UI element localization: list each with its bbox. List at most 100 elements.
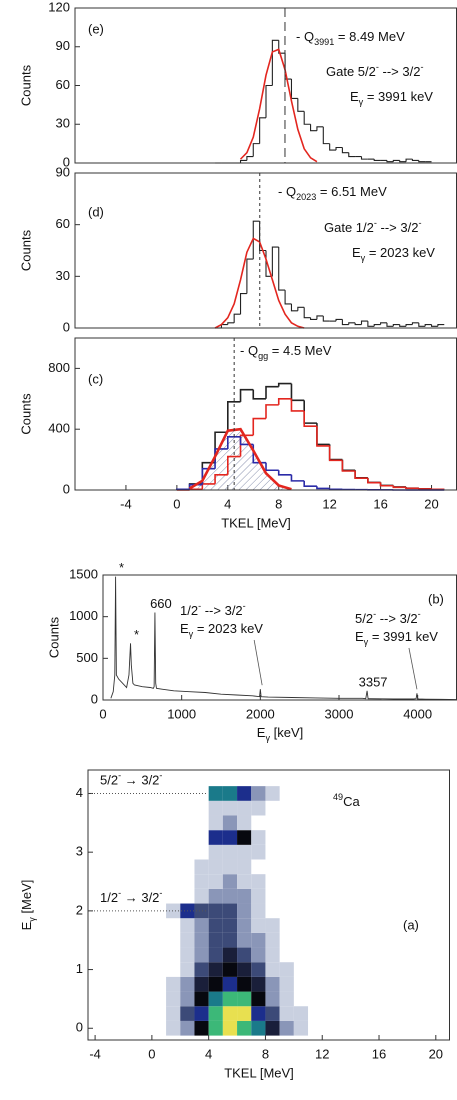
heatmap-cell [208, 815, 223, 831]
transition-label: Eγ = 3991 keV [355, 629, 438, 647]
heatmap-cell [293, 1020, 309, 1036]
heatmap-cell [166, 976, 181, 992]
heatmap-cell [237, 815, 252, 831]
histogram-bin [271, 39, 279, 86]
heatmap-cell [166, 991, 181, 1007]
heatmap-cell [208, 918, 223, 933]
histogram-bin [252, 220, 260, 260]
histogram-bin [246, 258, 254, 294]
histogram-bin [278, 247, 286, 291]
heatmap-cell [152, 1021, 166, 1036]
histogram-bin [303, 307, 311, 319]
heatmap-cell [166, 1020, 181, 1036]
heatmap-cell [237, 800, 252, 816]
heatmap-cell [279, 1020, 294, 1036]
heatmap-cell [265, 889, 279, 904]
heatmap-cell [294, 830, 308, 845]
heatmap-cell [265, 1006, 280, 1021]
heatmap-cell [251, 786, 266, 801]
heatmap-cell [251, 800, 266, 816]
y-axis-label: Counts [46, 616, 61, 658]
heatmap-cell [251, 1020, 266, 1036]
heatmap-cell [294, 860, 308, 875]
heatmap-cell [265, 1020, 280, 1036]
histogram-bin [316, 315, 324, 320]
text-part: - [159, 888, 162, 898]
histogram-bin [277, 382, 292, 387]
y-tick-label: 60 [56, 77, 70, 92]
y-tick-label: 0 [63, 154, 70, 169]
heatmap-cell [180, 918, 195, 933]
heatmap-cell [265, 918, 280, 933]
annotation: - Q3991 = 8.49 MeV [296, 29, 405, 47]
histogram-bin [329, 143, 337, 151]
text-part: = 2023 keV [193, 621, 263, 636]
heatmap-cell [194, 1020, 209, 1036]
histogram-bin [239, 293, 247, 315]
heatmap-cell [237, 903, 252, 919]
text-part: 1/2 [100, 890, 118, 905]
histogram-bin [392, 324, 400, 327]
x-tick-label: 4 [224, 496, 231, 511]
histogram-bin [265, 84, 273, 118]
histogram-bin [290, 79, 298, 99]
heatmap-cell [280, 904, 294, 919]
annotation: Eγ = 2023 keV [352, 245, 435, 263]
histogram-bin [380, 322, 387, 325]
histogram-bin [322, 315, 330, 322]
annotation: Gate 5/2- --> 3/2- [326, 62, 423, 79]
heatmap-cell [294, 801, 308, 816]
heatmap-cell [208, 786, 223, 801]
histogram-bin [227, 435, 241, 449]
text-part: Gate 5/2 [326, 64, 376, 79]
heatmap-cell [194, 932, 209, 948]
histogram-bin [379, 482, 394, 487]
y-tick-label: 4 [76, 785, 83, 800]
heatmap-cell [265, 815, 279, 830]
histogram-bin [417, 488, 432, 490]
heatmap-cell [222, 991, 238, 1007]
text-part: - [418, 609, 421, 619]
heatmap-cell [194, 991, 209, 1007]
heatmap-cell [166, 903, 181, 919]
y-tick-label: 90 [56, 38, 70, 53]
heatmap-cell [222, 786, 238, 801]
heatmap-cell [294, 918, 308, 933]
x-tick-label: 8 [275, 496, 282, 511]
heatmap-cell [208, 859, 223, 875]
histogram-bin [360, 156, 368, 160]
panel-label: (c) [88, 371, 103, 386]
y-tick-label: 30 [56, 116, 70, 131]
histogram-bin [399, 160, 407, 163]
heatmap-cell [180, 962, 195, 977]
heatmap-cell [152, 860, 166, 875]
heatmap-cell [293, 1006, 309, 1021]
heatmap-cell [237, 991, 252, 1007]
histogram-bin [239, 159, 247, 163]
heatmap-cell [294, 948, 308, 963]
heatmap-cell [208, 830, 223, 845]
histogram-bin [252, 417, 266, 436]
heatmap-cell [280, 860, 294, 875]
text-part: - [118, 771, 121, 781]
transition-label: Eγ = 2023 keV [180, 621, 263, 639]
heatmap-cell [152, 962, 166, 977]
heatmap-cell [166, 830, 180, 845]
text-part: γ [361, 253, 366, 263]
text-part: E [355, 629, 364, 644]
histogram-bin [405, 324, 413, 327]
text-part: 5/2 [100, 773, 118, 788]
heatmap-cell [265, 991, 280, 1007]
heatmap-cell [166, 845, 180, 860]
heatmap-cell [180, 947, 195, 963]
heatmap-cell [280, 889, 294, 904]
heatmap-cell [222, 932, 238, 948]
histogram-bin [227, 401, 241, 433]
text-part: = 3991 keV [368, 629, 438, 644]
histogram-bin [392, 159, 400, 162]
text-part: E [350, 89, 359, 104]
heatmap-cell [222, 903, 238, 919]
text-part: 3991 [314, 37, 334, 47]
heatmap-cell [180, 815, 194, 830]
heatmap-cell [294, 874, 308, 889]
